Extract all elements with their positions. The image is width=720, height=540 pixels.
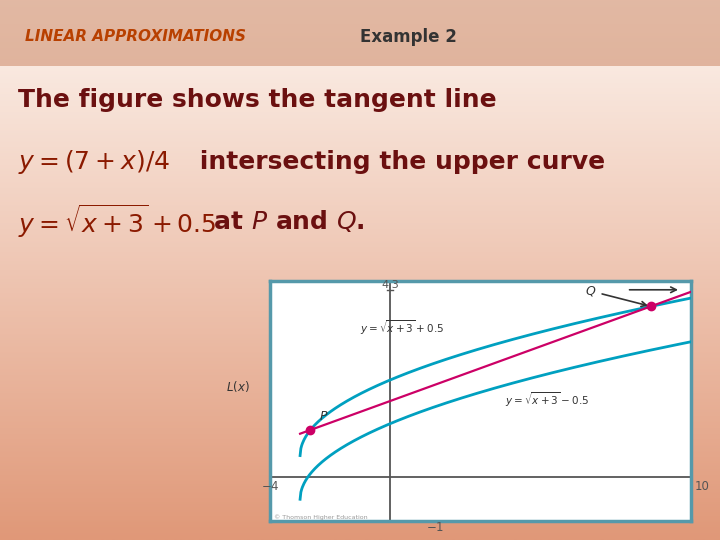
Text: $y = \sqrt{x+3} - 0.5$: $y = \sqrt{x+3} - 0.5$: [505, 391, 589, 409]
Bar: [0, 0, 720, 66]
Text: intersecting the upper curve: intersecting the upper curve: [191, 150, 605, 174]
Text: $y = \sqrt{x+3} + 0.5$: $y = \sqrt{x+3} + 0.5$: [360, 319, 444, 337]
Text: $L(x)$: $L(x)$: [226, 379, 250, 394]
Text: $y = \sqrt{x+3}+0.5$: $y = \sqrt{x+3}+0.5$: [18, 202, 217, 240]
Text: at $P$ and $Q$.: at $P$ and $Q$.: [205, 208, 365, 234]
Text: Example 2: Example 2: [360, 28, 457, 46]
Text: © Thomson Higher Education: © Thomson Higher Education: [274, 514, 368, 520]
Text: 4.3: 4.3: [382, 280, 399, 289]
Text: $-1$: $-1$: [426, 521, 444, 534]
Text: 10: 10: [694, 480, 709, 492]
Text: $-4$: $-4$: [261, 480, 279, 492]
Text: LINEAR APPROXIMATIONS: LINEAR APPROXIMATIONS: [25, 29, 246, 44]
Text: $y = (7 + x)/4$: $y = (7 + x)/4$: [18, 148, 170, 176]
Text: The figure shows the tangent line: The figure shows the tangent line: [18, 88, 497, 112]
Text: $P$: $P$: [320, 410, 329, 423]
Text: $Q$: $Q$: [585, 284, 647, 306]
